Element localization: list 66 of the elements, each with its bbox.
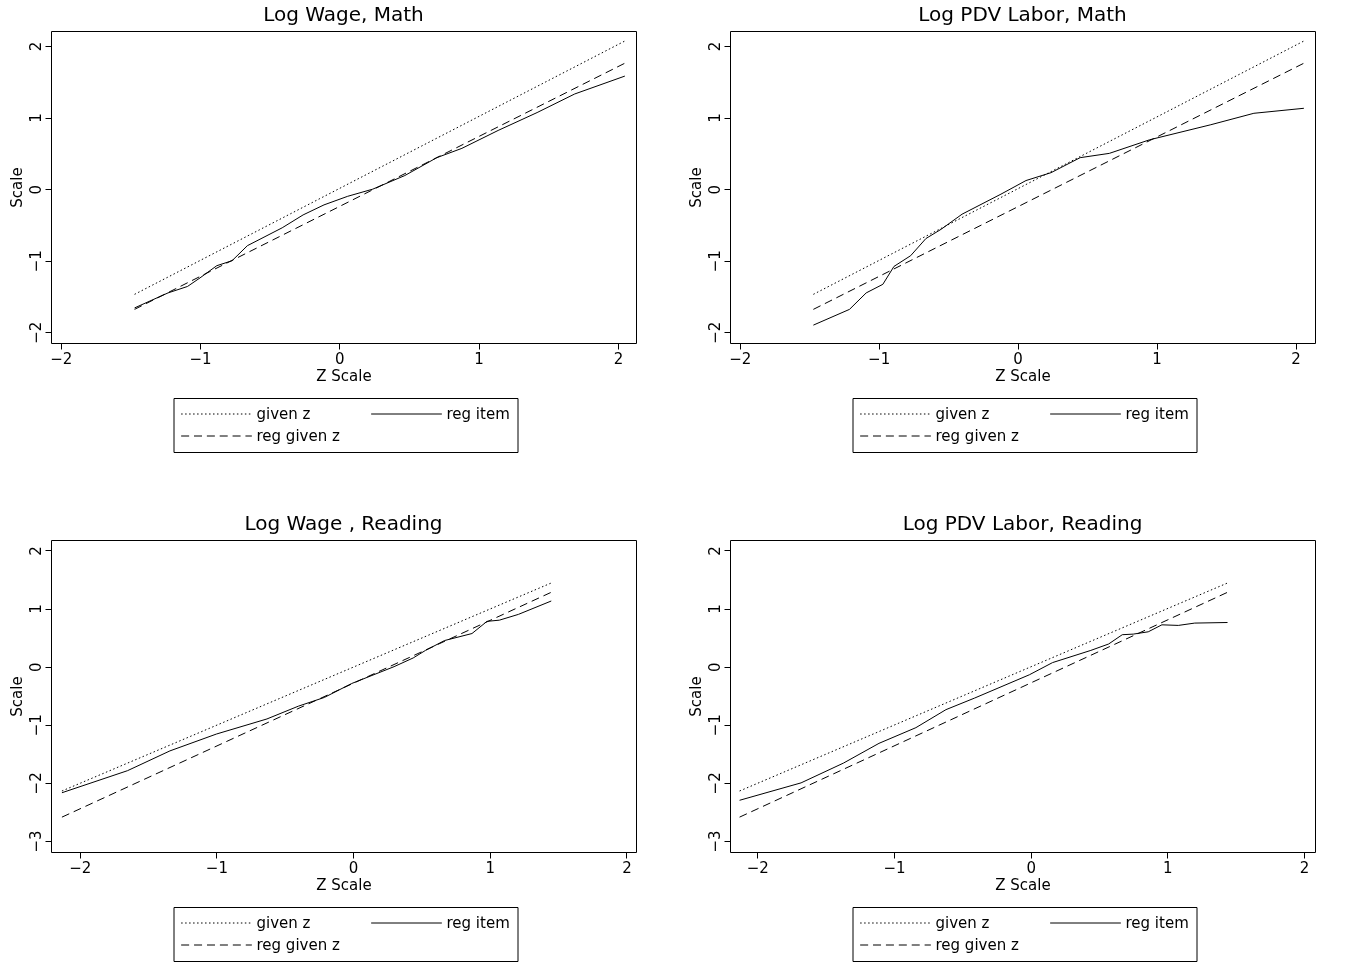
x-axis-title: Z Scale — [316, 366, 372, 385]
x-tick-label: 0 — [1013, 349, 1023, 368]
y-tick-label: 0 — [26, 184, 45, 195]
y-axis-title: Scale — [686, 167, 705, 208]
x-tick-label: 2 — [1291, 349, 1301, 368]
legend-label: reg given z — [256, 936, 340, 954]
chart-title: Log Wage, Math — [263, 2, 424, 26]
y-tick-label: −2 — [26, 321, 45, 344]
legend-label: reg item — [446, 405, 510, 423]
y-axis-title: Scale — [7, 167, 26, 208]
chart-title: Log Wage , Reading — [244, 511, 443, 535]
x-tick-label: 0 — [335, 349, 345, 368]
y-tick-label: 0 — [705, 184, 724, 195]
x-tick-label: −2 — [729, 349, 752, 368]
x-tick-label: 1 — [1163, 858, 1173, 877]
y-tick-label: −1 — [26, 714, 45, 737]
x-axis-title: Z Scale — [316, 875, 372, 894]
y-tick-label: 0 — [26, 662, 45, 672]
x-tick-label: 0 — [348, 858, 359, 877]
y-tick-label: 2 — [705, 41, 724, 52]
legend-label: given z — [256, 914, 311, 932]
legend-label: given z — [256, 405, 311, 423]
x-axis-title: Z Scale — [995, 366, 1051, 385]
x-tick-label: 2 — [622, 858, 632, 877]
x-tick-label: 1 — [485, 858, 496, 877]
y-tick-label: 0 — [705, 662, 724, 672]
legend-label: reg given z — [935, 427, 1019, 445]
y-tick-label: −2 — [705, 321, 724, 344]
y-tick-label: −1 — [705, 250, 724, 273]
x-axis-title: Z Scale — [995, 875, 1051, 894]
y-tick-label: −2 — [26, 772, 45, 795]
y-tick-label: 1 — [26, 113, 45, 123]
x-tick-label: −1 — [189, 349, 212, 368]
y-tick-label: 2 — [26, 41, 45, 52]
legend-label: given z — [935, 405, 990, 423]
legend-label: reg given z — [256, 427, 340, 445]
x-tick-label: −2 — [746, 858, 769, 877]
y-axis-title: Scale — [7, 676, 26, 717]
x-tick-label: −1 — [205, 858, 228, 877]
legend-label: reg item — [1125, 405, 1189, 423]
legend-label: given z — [935, 914, 990, 932]
chart-title: Log PDV Labor, Reading — [902, 511, 1143, 535]
y-tick-label: −2 — [705, 772, 724, 795]
y-tick-label: −3 — [26, 830, 45, 853]
y-tick-label: 1 — [26, 604, 45, 614]
chart-title: Log PDV Labor, Math — [918, 2, 1127, 26]
legend-label: reg item — [1125, 914, 1189, 932]
x-tick-label: 2 — [1299, 858, 1310, 877]
x-tick-label: 1 — [474, 349, 484, 368]
legend-label: reg item — [446, 914, 510, 932]
y-tick-label: 2 — [26, 546, 45, 556]
x-tick-label: −1 — [883, 858, 906, 877]
y-tick-label: −3 — [705, 830, 724, 853]
x-tick-label: 2 — [613, 349, 624, 368]
x-tick-label: −2 — [69, 858, 92, 877]
x-tick-label: 0 — [1026, 858, 1036, 877]
y-tick-label: −1 — [26, 250, 45, 273]
y-tick-label: 1 — [705, 604, 724, 614]
x-tick-label: −2 — [50, 349, 73, 368]
y-tick-label: 1 — [705, 113, 724, 123]
y-axis-title: Scale — [686, 676, 705, 717]
y-tick-label: 2 — [705, 546, 724, 556]
legend-label: reg given z — [935, 936, 1019, 954]
x-tick-label: −1 — [868, 349, 891, 368]
x-tick-label: 1 — [1152, 349, 1162, 368]
y-tick-label: −1 — [705, 714, 724, 737]
